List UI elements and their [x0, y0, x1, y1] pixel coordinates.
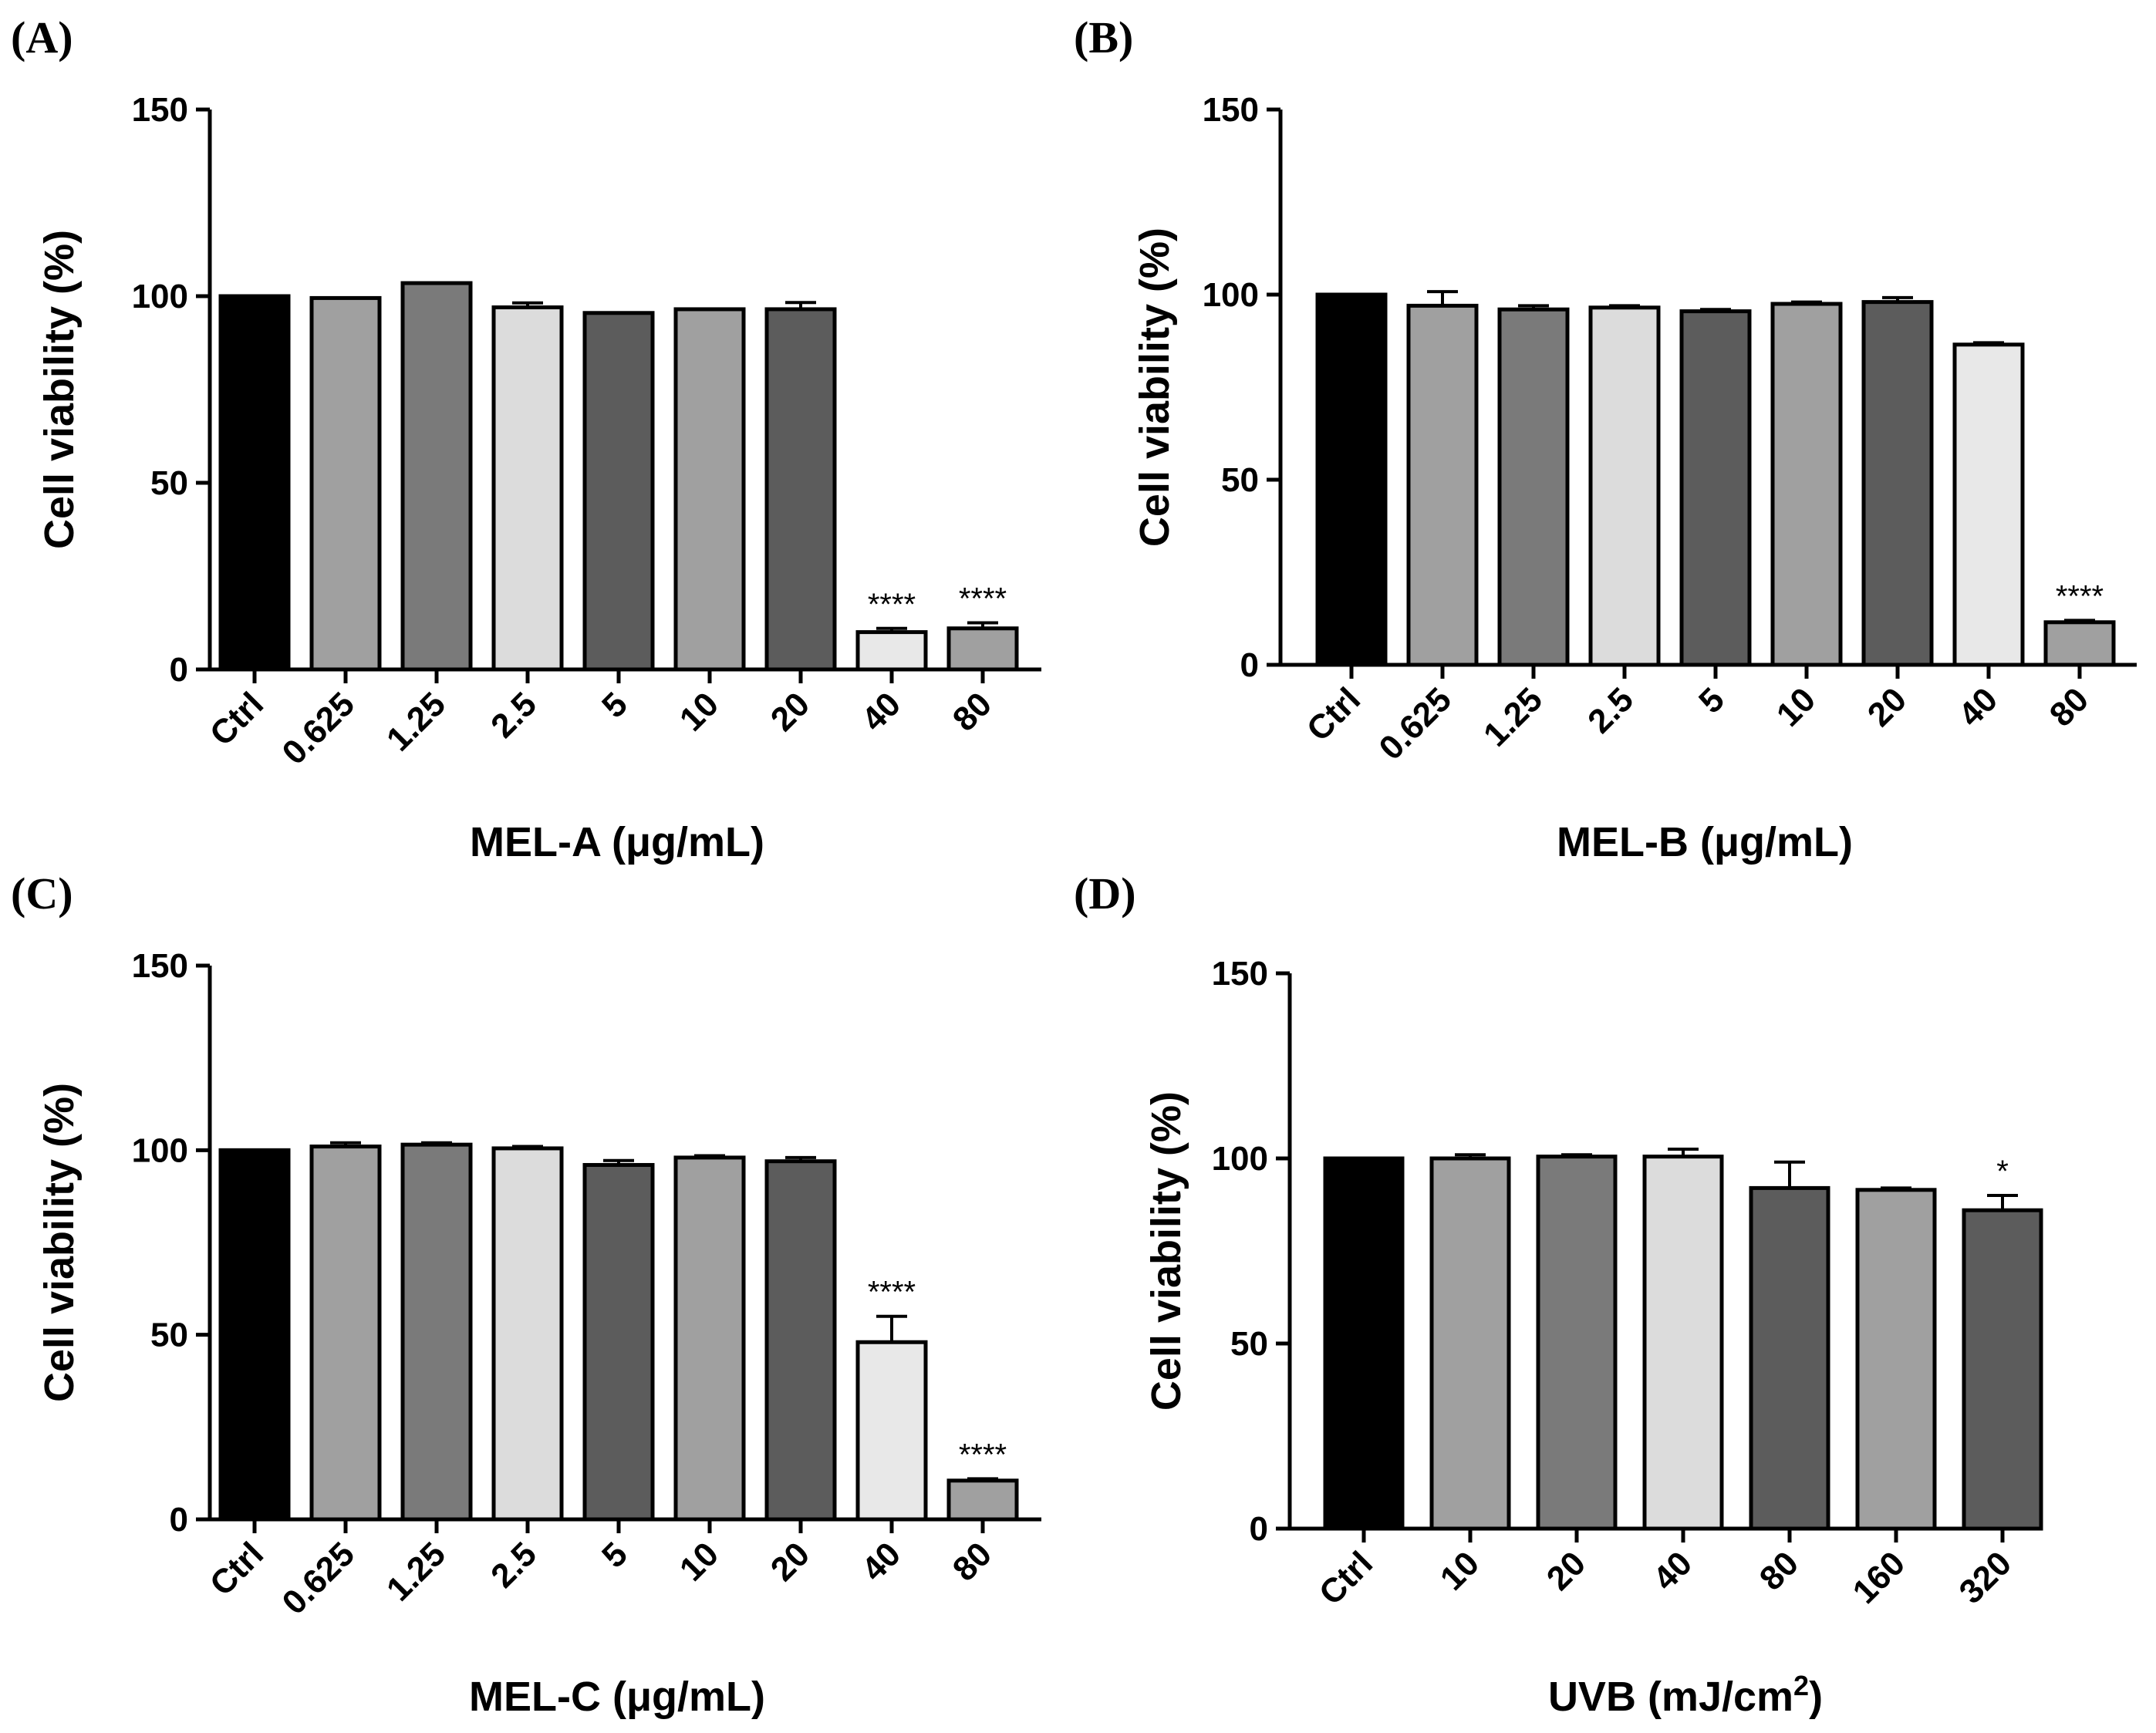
bar-160 [1855, 1188, 1937, 1531]
bar-2.5 [491, 305, 564, 672]
bar-1.25 [400, 1142, 473, 1522]
bar-5 [582, 1162, 655, 1522]
bar-20 [764, 1159, 837, 1522]
bar-40 [1952, 342, 2025, 667]
y-tick-label: 100 [1212, 1140, 1268, 1178]
bar-Ctrl [1323, 1156, 1405, 1531]
panel-letter: (D) [1074, 868, 1136, 919]
y-tick-label: 50 [1221, 461, 1259, 499]
bar-10 [1429, 1156, 1511, 1531]
bar-10 [1770, 302, 1843, 667]
bar-20 [1861, 300, 1934, 667]
y-tick-label: 50 [150, 1317, 188, 1354]
bar-1.25 [1497, 307, 1570, 667]
y-tick-label: 150 [132, 947, 188, 985]
y-tick-label: 100 [132, 278, 188, 315]
bar-0.625 [309, 1145, 382, 1522]
bar-10 [673, 307, 746, 672]
y-axis-title: Cell viability (%) [1143, 1091, 1189, 1411]
significance-label: **** [868, 588, 916, 622]
x-axis-title: MEL-C (μg/mL) [469, 1674, 765, 1720]
significance-label: * [1996, 1155, 2009, 1188]
bar-2.5 [491, 1146, 564, 1522]
x-axis-title: UVB (mJ/cm2) [1548, 1670, 1823, 1721]
bar-2.5 [1588, 305, 1661, 667]
panel-letter: (A) [11, 12, 73, 62]
y-axis-title: Cell viability (%) [1132, 228, 1178, 547]
significance-label: **** [959, 1438, 1007, 1472]
bar-0.625 [309, 295, 382, 672]
bar-10 [673, 1155, 746, 1522]
y-tick-label: 0 [170, 651, 188, 689]
y-tick-label: 150 [132, 91, 188, 129]
bar-40 [1642, 1155, 1724, 1531]
bar-Ctrl [1315, 292, 1388, 667]
bar-20 [764, 307, 837, 672]
bar-40 [855, 630, 928, 672]
y-axis-title: Cell viability (%) [36, 230, 83, 549]
y-tick-label: 0 [1240, 646, 1259, 684]
significance-label: **** [868, 1276, 916, 1310]
bar-Ctrl [218, 1148, 291, 1522]
panel-letter: (B) [1074, 12, 1133, 62]
x-axis-title: MEL-B (μg/mL) [1557, 819, 1853, 865]
bar-1.25 [400, 281, 473, 672]
y-tick-label: 0 [170, 1501, 188, 1539]
y-tick-label: 50 [1230, 1325, 1268, 1363]
bar-20 [1536, 1155, 1618, 1531]
bar-Ctrl [218, 294, 291, 672]
bar-80 [2043, 620, 2116, 667]
bar-80 [946, 1478, 1019, 1522]
y-tick-label: 0 [1250, 1510, 1268, 1548]
y-tick-label: 150 [1212, 955, 1268, 993]
significance-label: **** [959, 582, 1007, 616]
bar-80 [946, 626, 1019, 672]
y-tick-label: 100 [132, 1131, 188, 1169]
significance-label: **** [2056, 579, 2104, 613]
bar-40 [855, 1340, 928, 1522]
bar-0.625 [1406, 303, 1479, 667]
bar-80 [1749, 1185, 1830, 1531]
x-axis-title: MEL-A (μg/mL) [470, 819, 764, 865]
y-tick-label: 100 [1203, 276, 1259, 314]
y-axis-title: Cell viability (%) [36, 1083, 83, 1402]
y-tick-label: 50 [150, 464, 188, 502]
bar-5 [582, 311, 655, 672]
bar-320 [1962, 1208, 2043, 1531]
panel-letter: (C) [11, 868, 73, 919]
y-tick-label: 150 [1203, 91, 1259, 129]
bar-5 [1679, 309, 1752, 667]
